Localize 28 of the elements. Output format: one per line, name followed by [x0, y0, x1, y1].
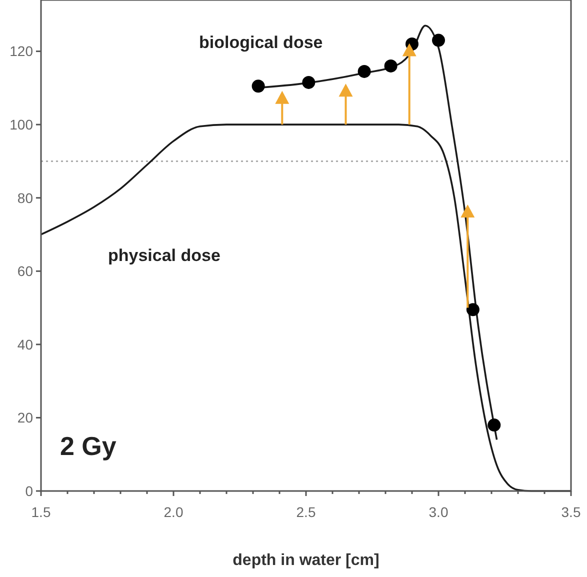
point [488, 418, 501, 432]
x-tick-label: 2.0 [164, 504, 184, 520]
x-tick-label: 2.5 [296, 504, 316, 520]
x-tick-label: 1.5 [31, 504, 51, 520]
point [402, 43, 416, 56]
y-tick-label: 0 [25, 482, 34, 499]
point [358, 64, 371, 78]
y-tick-label: 60 [17, 263, 34, 280]
point [432, 34, 445, 47]
annotation: physical dose [108, 246, 220, 265]
x-axis-title: depth in water [cm] [232, 552, 380, 569]
x-tick-label: 3.5 [561, 504, 581, 520]
y-tick-label: 20 [17, 410, 34, 426]
point [275, 90, 290, 104]
y-tick-label: 40 [17, 336, 34, 352]
point [252, 80, 265, 93]
y-tick-label: 120 [10, 43, 34, 60]
point [338, 84, 353, 97]
point [384, 59, 398, 72]
point [302, 76, 316, 89]
point [466, 303, 480, 316]
y-tick-label: 100 [10, 116, 34, 132]
x-tick-label: 3.0 [428, 504, 448, 520]
annotation: biological dose [199, 32, 323, 52]
line-series [40, 124, 572, 492]
y-tick-label: 80 [17, 190, 34, 206]
annotation: 2 Gy [60, 431, 117, 462]
point [460, 204, 475, 218]
